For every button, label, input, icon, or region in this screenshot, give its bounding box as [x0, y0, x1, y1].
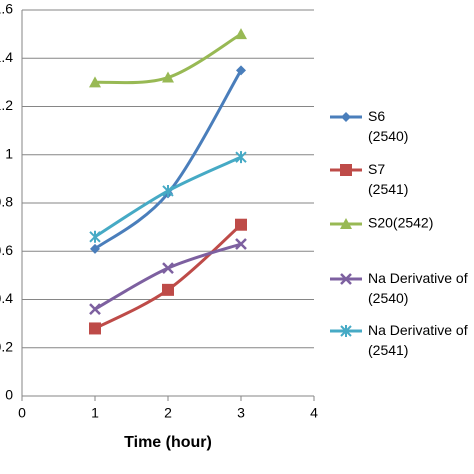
- y-tick-label: 1.2: [0, 97, 13, 113]
- legend-line-2: (2541): [368, 181, 408, 197]
- legend-line-1: Na Derivative of: [368, 270, 468, 286]
- marker: [90, 243, 100, 254]
- x-axis-label: Time (hour): [124, 434, 212, 451]
- marker: [235, 218, 247, 231]
- legend-line-1: S7: [368, 161, 385, 177]
- y-tick-label: 1.6: [0, 1, 13, 17]
- x-tick-label: 4: [310, 405, 318, 421]
- x-tick-label: 0: [18, 405, 26, 421]
- legend-label: Na Derivative of (2541): [368, 322, 468, 358]
- legend-line-1: S6: [368, 108, 385, 124]
- y-tick-label: 0: [5, 387, 13, 403]
- series-line: [94, 223, 242, 330]
- legend-label: S6 (2540): [368, 108, 408, 144]
- marker: [89, 230, 101, 243]
- legend-line-1: Na Derivative of: [368, 322, 468, 338]
- legend-line-2: (2540): [368, 128, 408, 144]
- legend-marker: [340, 325, 352, 337]
- marker: [235, 28, 247, 40]
- y-tick-label: 1.4: [0, 49, 13, 65]
- marker: [162, 262, 174, 275]
- x-tick-label: 1: [91, 405, 99, 421]
- marker: [162, 184, 174, 197]
- y-tick-label: 0.6: [0, 242, 13, 258]
- marker: [236, 65, 246, 76]
- y-tick-label: 1: [5, 145, 13, 161]
- y-tick-label: 0.4: [0, 290, 13, 306]
- legend-line-2: (2540): [368, 290, 408, 306]
- marker: [162, 283, 174, 296]
- x-tick-label: 2: [164, 405, 172, 421]
- marker: [235, 238, 247, 250]
- legend-label: Na Derivative of (2540): [368, 270, 468, 306]
- marker: [235, 151, 247, 164]
- legend-marker: [340, 273, 352, 285]
- legend-marker: [340, 164, 352, 176]
- x-tick-label: 3: [237, 405, 245, 421]
- y-tick-label: 0.8: [0, 194, 13, 210]
- legend-line-2: (2541): [368, 342, 408, 358]
- legend-marker: [340, 218, 352, 229]
- marker: [89, 76, 101, 88]
- marker: [89, 322, 101, 335]
- legend-label: S20(2542): [368, 215, 433, 231]
- marker: [89, 303, 101, 316]
- legend-label: S7 (2541): [368, 161, 408, 197]
- y-tick-label: 0.2: [0, 338, 13, 354]
- marker: [162, 71, 174, 83]
- legend-marker: [341, 112, 351, 122]
